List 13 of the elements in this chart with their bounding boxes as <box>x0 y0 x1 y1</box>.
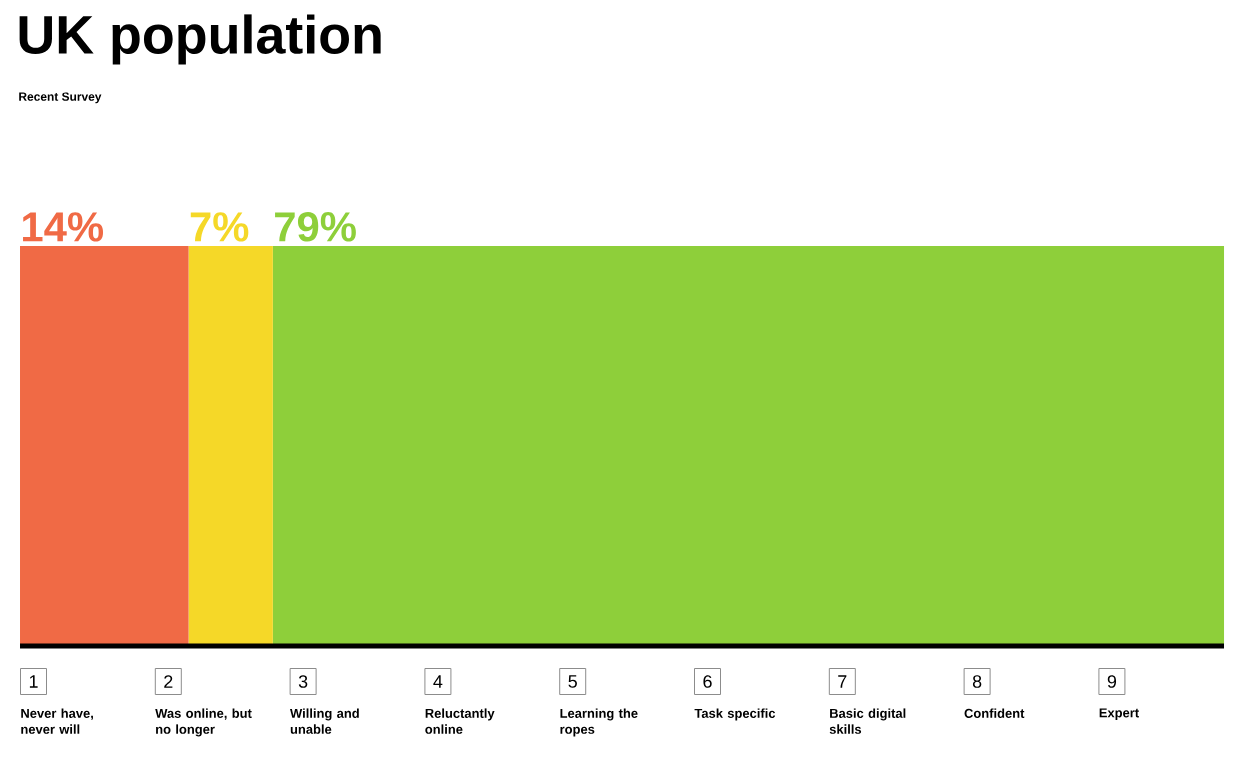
text: 2 <box>164 675 173 688</box>
text: 7 <box>838 675 847 688</box>
chart-title: UK population <box>19 14 381 65</box>
text: 3 <box>298 675 308 688</box>
text: 4 <box>433 675 443 688</box>
data-label: 7% <box>190 212 249 242</box>
text: 1 <box>29 675 38 688</box>
text: 9 <box>1107 675 1117 688</box>
text: 5 <box>568 675 577 688</box>
text: 8 <box>972 675 982 688</box>
data-label: 79% <box>275 211 356 242</box>
data-label: 14% <box>23 212 104 242</box>
text: 6 <box>703 675 712 688</box>
